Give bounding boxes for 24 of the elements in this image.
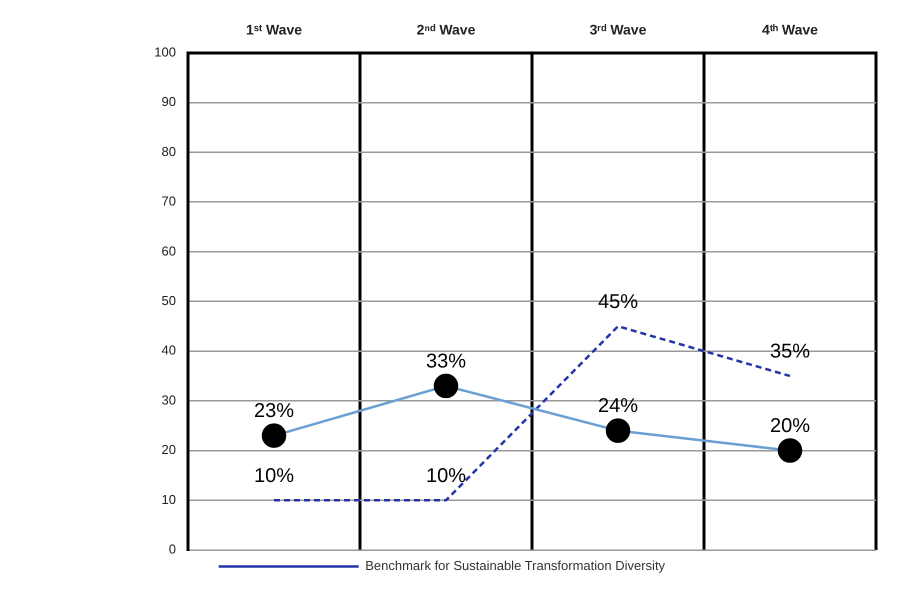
data-label: 24% bbox=[598, 395, 638, 418]
y-tick-label: 60 bbox=[162, 243, 176, 258]
x-tick-label: 1ˢᵗ Wave bbox=[246, 21, 302, 38]
data-label: 10% bbox=[426, 464, 466, 487]
y-tick-label: 20 bbox=[162, 442, 176, 458]
y-tick-label: 0 bbox=[168, 542, 176, 557]
y-tick-label: 90 bbox=[162, 94, 176, 110]
x-tick-label: 4ᵗʰ Wave bbox=[762, 21, 818, 38]
y-tick-label: 40 bbox=[162, 342, 176, 358]
y-tick-label: 50 bbox=[162, 292, 176, 308]
y-tick-label: 100 bbox=[154, 44, 176, 60]
x-tick-label: 2ⁿᵈ Wave bbox=[416, 21, 476, 38]
y-tick-label: 30 bbox=[162, 392, 176, 408]
data-label: 20% bbox=[770, 415, 810, 438]
y-tick-label: 10 bbox=[162, 492, 176, 507]
data-label: 33% bbox=[426, 350, 466, 372]
text: Benchmark for Sustainable Transformation Diversity bbox=[365, 558, 666, 574]
x-tick-label: 3ʳᵈ Wave bbox=[590, 21, 647, 38]
data-label: 35% bbox=[770, 340, 810, 362]
data-label: 23% bbox=[254, 400, 294, 422]
y-tick-label: 70 bbox=[162, 194, 176, 209]
data-label: 10% bbox=[254, 464, 294, 487]
data-label: 45% bbox=[598, 290, 638, 313]
y-tick-label: 80 bbox=[162, 144, 176, 159]
